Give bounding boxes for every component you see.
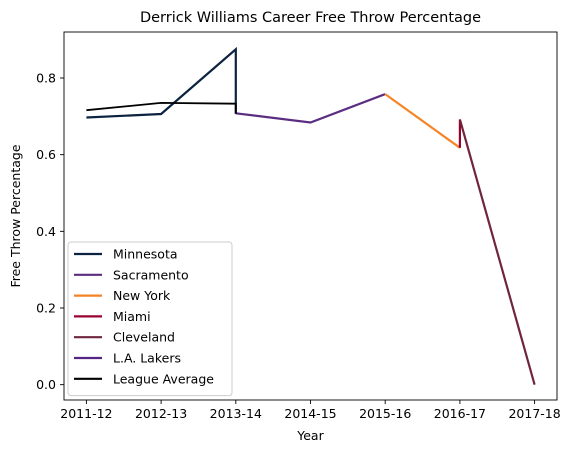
legend-label: Miami xyxy=(113,309,151,324)
y-tick-label: 0.6 xyxy=(36,147,56,162)
legend-label: New York xyxy=(113,288,171,303)
legend-label: Cleveland xyxy=(113,330,175,345)
series-line-sacramento xyxy=(235,93,386,124)
legend-label: League Average xyxy=(113,371,214,386)
y-tick-label: 0.4 xyxy=(36,224,56,239)
legend-label: L.A. Lakers xyxy=(113,351,181,366)
y-tick-label: 0.2 xyxy=(36,301,56,316)
y-tick-label: 0.8 xyxy=(36,71,56,86)
x-tick-label: 2016-17 xyxy=(434,406,486,421)
series-lines xyxy=(86,46,536,385)
chart-title: Derrick Williams Career Free Throw Perce… xyxy=(140,10,481,26)
y-tick-label: 0.0 xyxy=(36,377,56,392)
x-tick-label: 2011-12 xyxy=(60,406,112,421)
series-line-cleveland xyxy=(458,119,536,385)
x-tick-label: 2017-18 xyxy=(508,406,560,421)
x-tick-label: 2014-15 xyxy=(284,406,336,421)
x-axis: 2011-12 2012-13 2013-14 2014-15 2015-16 2016-… xyxy=(60,400,561,421)
x-tick-label: 2012-13 xyxy=(135,406,187,421)
series-line-minnesota xyxy=(86,46,237,119)
legend-label: Sacramento xyxy=(113,267,189,282)
x-axis-label: Year xyxy=(296,428,324,443)
legend-label: Minnesota xyxy=(113,247,178,262)
y-axis: 0.0 0.2 0.4 0.6 0.8 xyxy=(36,71,64,392)
x-tick-label: 2015-16 xyxy=(359,406,411,421)
series-line-league-average xyxy=(86,101,237,114)
x-tick-label: 2013-14 xyxy=(210,406,262,421)
series-line-new-york xyxy=(384,93,461,149)
legend: Minnesota Sacramento New York Miami Clevelan… xyxy=(67,241,233,397)
legend-box xyxy=(67,241,233,397)
y-axis-label: Free Throw Percentage xyxy=(8,144,23,287)
